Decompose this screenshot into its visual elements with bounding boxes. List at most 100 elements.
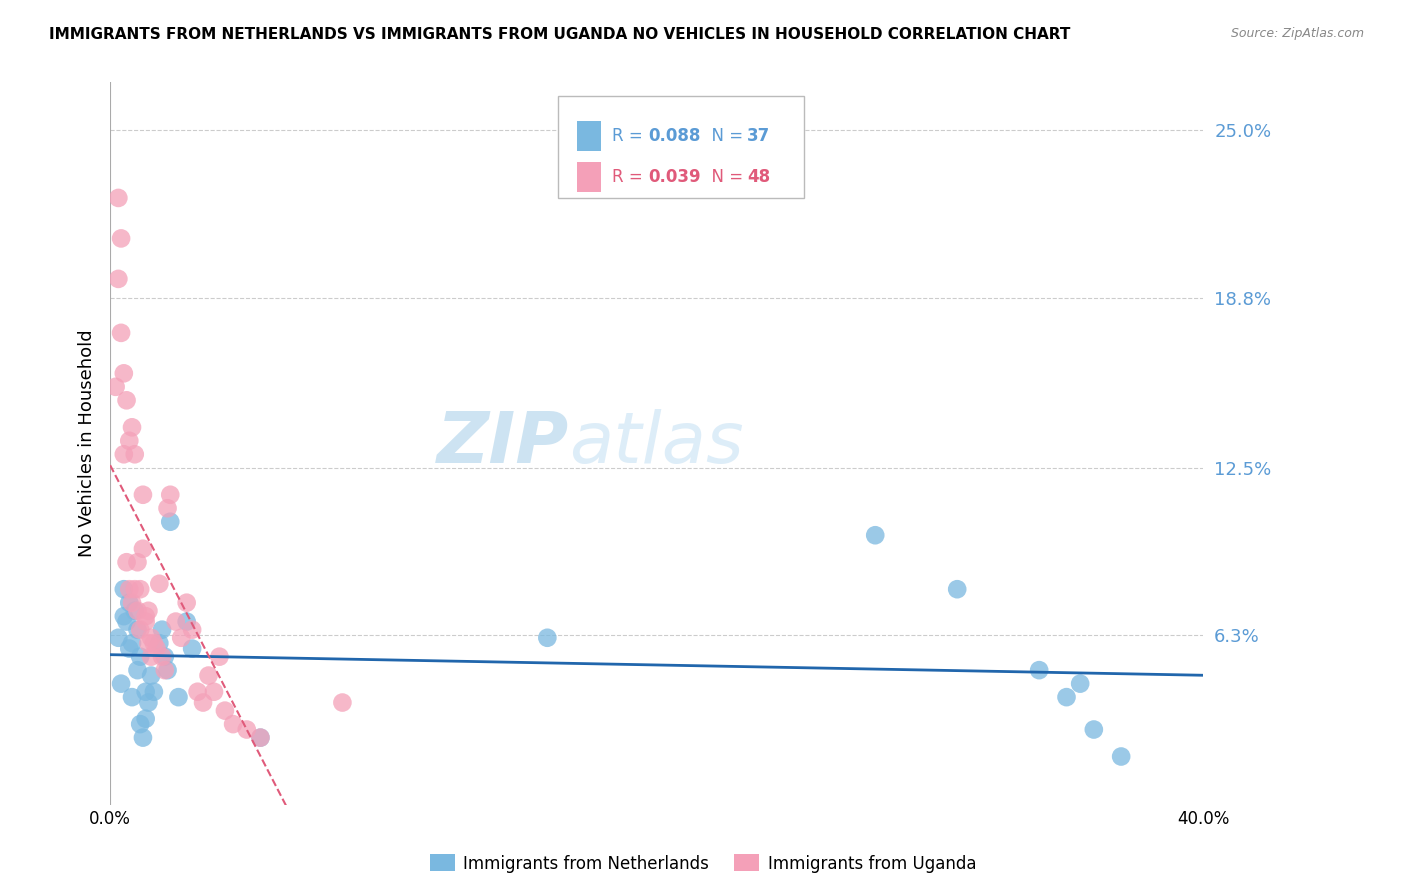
FancyBboxPatch shape	[576, 120, 600, 151]
Point	[170, 631, 193, 645]
Point	[129, 582, 152, 597]
Text: 37: 37	[748, 127, 770, 145]
Point	[142, 636, 165, 650]
Point	[187, 684, 209, 698]
Point	[141, 649, 163, 664]
Point	[153, 663, 176, 677]
Point	[110, 676, 132, 690]
Point	[156, 501, 179, 516]
Point	[145, 641, 167, 656]
Point	[112, 367, 135, 381]
Point	[112, 447, 135, 461]
Text: 48: 48	[748, 168, 770, 186]
Point	[127, 604, 149, 618]
Point	[181, 641, 204, 656]
Point	[124, 447, 146, 461]
Text: Source: ZipAtlas.com: Source: ZipAtlas.com	[1230, 27, 1364, 40]
Point	[138, 696, 160, 710]
Text: N =: N =	[702, 168, 749, 186]
Point	[156, 663, 179, 677]
Point	[115, 393, 138, 408]
FancyBboxPatch shape	[576, 161, 600, 193]
Point	[107, 631, 129, 645]
Point	[110, 326, 132, 340]
Point	[107, 272, 129, 286]
Point	[865, 528, 887, 542]
Point	[142, 684, 165, 698]
Point	[132, 488, 155, 502]
Point	[124, 582, 146, 597]
Point	[536, 631, 558, 645]
Point	[332, 696, 354, 710]
Point	[107, 191, 129, 205]
Text: 0.039: 0.039	[648, 168, 700, 186]
Point	[176, 596, 198, 610]
Point	[141, 668, 163, 682]
Point	[135, 712, 157, 726]
Point	[1028, 663, 1050, 677]
Point	[1069, 676, 1091, 690]
Point	[115, 555, 138, 569]
Point	[129, 649, 152, 664]
Point	[124, 604, 146, 618]
Point	[132, 541, 155, 556]
Point	[159, 488, 181, 502]
Point	[165, 615, 187, 629]
Point	[249, 731, 271, 745]
Point	[115, 615, 138, 629]
Point	[135, 684, 157, 698]
FancyBboxPatch shape	[558, 96, 804, 198]
Point	[121, 420, 143, 434]
Text: N =: N =	[702, 127, 749, 145]
Point	[946, 582, 969, 597]
Point	[112, 582, 135, 597]
Point	[181, 623, 204, 637]
Text: R =: R =	[612, 168, 648, 186]
Point	[118, 582, 141, 597]
Point	[214, 704, 236, 718]
Point	[104, 380, 127, 394]
Point	[222, 717, 245, 731]
Point	[202, 684, 225, 698]
Point	[153, 649, 176, 664]
Text: atlas: atlas	[569, 409, 744, 478]
Point	[121, 636, 143, 650]
Point	[132, 731, 155, 745]
Point	[141, 631, 163, 645]
Point	[1056, 690, 1078, 705]
Point	[135, 609, 157, 624]
Point	[110, 231, 132, 245]
Point	[118, 641, 141, 656]
Legend: Immigrants from Netherlands, Immigrants from Uganda: Immigrants from Netherlands, Immigrants …	[423, 847, 983, 880]
Point	[148, 576, 170, 591]
Y-axis label: No Vehicles in Household: No Vehicles in Household	[79, 330, 96, 558]
Point	[135, 615, 157, 629]
Point	[138, 636, 160, 650]
Point	[236, 723, 259, 737]
Point	[129, 623, 152, 637]
Point	[127, 623, 149, 637]
Point	[197, 668, 219, 682]
Text: ZIP: ZIP	[437, 409, 569, 478]
Point	[167, 690, 190, 705]
Point	[121, 596, 143, 610]
Point	[121, 690, 143, 705]
Point	[148, 636, 170, 650]
Point	[127, 663, 149, 677]
Point	[176, 615, 198, 629]
Point	[249, 731, 271, 745]
Point	[1109, 749, 1132, 764]
Point	[118, 434, 141, 448]
Point	[118, 596, 141, 610]
Text: IMMIGRANTS FROM NETHERLANDS VS IMMIGRANTS FROM UGANDA NO VEHICLES IN HOUSEHOLD C: IMMIGRANTS FROM NETHERLANDS VS IMMIGRANT…	[49, 27, 1070, 42]
Point	[138, 604, 160, 618]
Point	[150, 649, 173, 664]
Point	[127, 555, 149, 569]
Point	[191, 696, 214, 710]
Text: R =: R =	[612, 127, 648, 145]
Point	[129, 717, 152, 731]
Point	[150, 623, 173, 637]
Point	[208, 649, 231, 664]
Point	[1083, 723, 1105, 737]
Text: 0.088: 0.088	[648, 127, 700, 145]
